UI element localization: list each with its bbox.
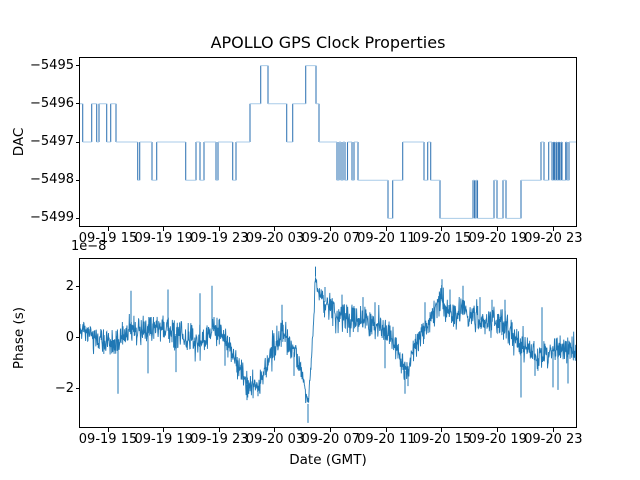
x-tick-mark [385, 227, 387, 231]
y-tick-label: −2 [54, 380, 74, 396]
y-tick-label: −5497 [30, 134, 74, 149]
offset-text: 1e−8 [71, 239, 107, 254]
y-tick-label: 2 [65, 278, 74, 294]
y-tick-mark [76, 337, 80, 339]
y-tick-mark [76, 388, 80, 390]
x-tick-mark [218, 428, 220, 432]
x-tick-label: 09-20 07 [301, 432, 360, 447]
x-tick-label: 09-20 15 [412, 432, 472, 447]
x-tick-label: 09-19 15 [78, 231, 138, 246]
y-tick-mark [76, 217, 80, 219]
y-tick-label: −5495 [30, 57, 74, 73]
phase-noise-trace [80, 277, 576, 404]
x-tick-mark [552, 227, 554, 231]
date-axis-label: Date (GMT) [289, 452, 367, 468]
x-tick-mark [274, 227, 276, 231]
dac-step-horizontals [80, 65, 576, 219]
x-tick-label: 09-20 11 [357, 231, 416, 246]
y-tick-mark [76, 141, 80, 143]
x-tick-label: 09-19 15 [78, 432, 138, 447]
x-tick-mark [552, 428, 554, 432]
x-tick-label: 09-20 23 [524, 432, 583, 447]
x-tick-label: 09-20 03 [245, 432, 305, 447]
x-tick-label: 09-20 19 [468, 432, 527, 447]
phase-noise-line [80, 266, 576, 423]
x-tick-mark [107, 227, 109, 231]
figure-title: APOLLO GPS Clock Properties [210, 33, 446, 52]
x-tick-label: 09-20 19 [468, 231, 527, 246]
x-tick-mark [441, 428, 443, 432]
y-tick-mark [76, 286, 80, 288]
dac-plot-area [79, 57, 577, 227]
y-tick-label: −5498 [30, 172, 74, 188]
x-tick-mark [385, 428, 387, 432]
x-tick-label: 09-19 23 [190, 432, 249, 447]
x-tick-mark [274, 428, 276, 432]
x-tick-mark [218, 227, 220, 231]
x-tick-label: 09-20 03 [245, 231, 305, 246]
y-tick-mark [76, 65, 80, 67]
y-tick-label: −5496 [30, 95, 74, 111]
y-tick-mark [76, 179, 80, 181]
x-tick-label: 09-20 11 [357, 432, 416, 447]
x-tick-mark [163, 428, 165, 432]
x-tick-label: 09-19 19 [134, 432, 193, 447]
x-tick-mark [497, 428, 499, 432]
x-tick-label: 09-19 19 [134, 231, 193, 246]
x-tick-label: 09-19 23 [190, 231, 249, 246]
x-tick-mark [330, 227, 332, 231]
x-tick-label: 09-20 23 [524, 231, 583, 246]
phase-plot-area [79, 258, 577, 428]
x-tick-mark [330, 428, 332, 432]
x-tick-label: 09-20 07 [301, 231, 360, 246]
y-tick-label: −5499 [30, 210, 74, 226]
phase-spikes [117, 266, 569, 423]
x-tick-mark [163, 227, 165, 231]
dac-step-line [80, 65, 576, 219]
x-tick-mark [441, 227, 443, 231]
y-tick-mark [76, 103, 80, 105]
y-tick-label: 0 [65, 329, 74, 345]
x-tick-mark [497, 227, 499, 231]
dac-step-verticals [82, 65, 570, 219]
x-tick-mark [107, 428, 109, 432]
x-tick-label: 09-20 15 [412, 231, 472, 246]
